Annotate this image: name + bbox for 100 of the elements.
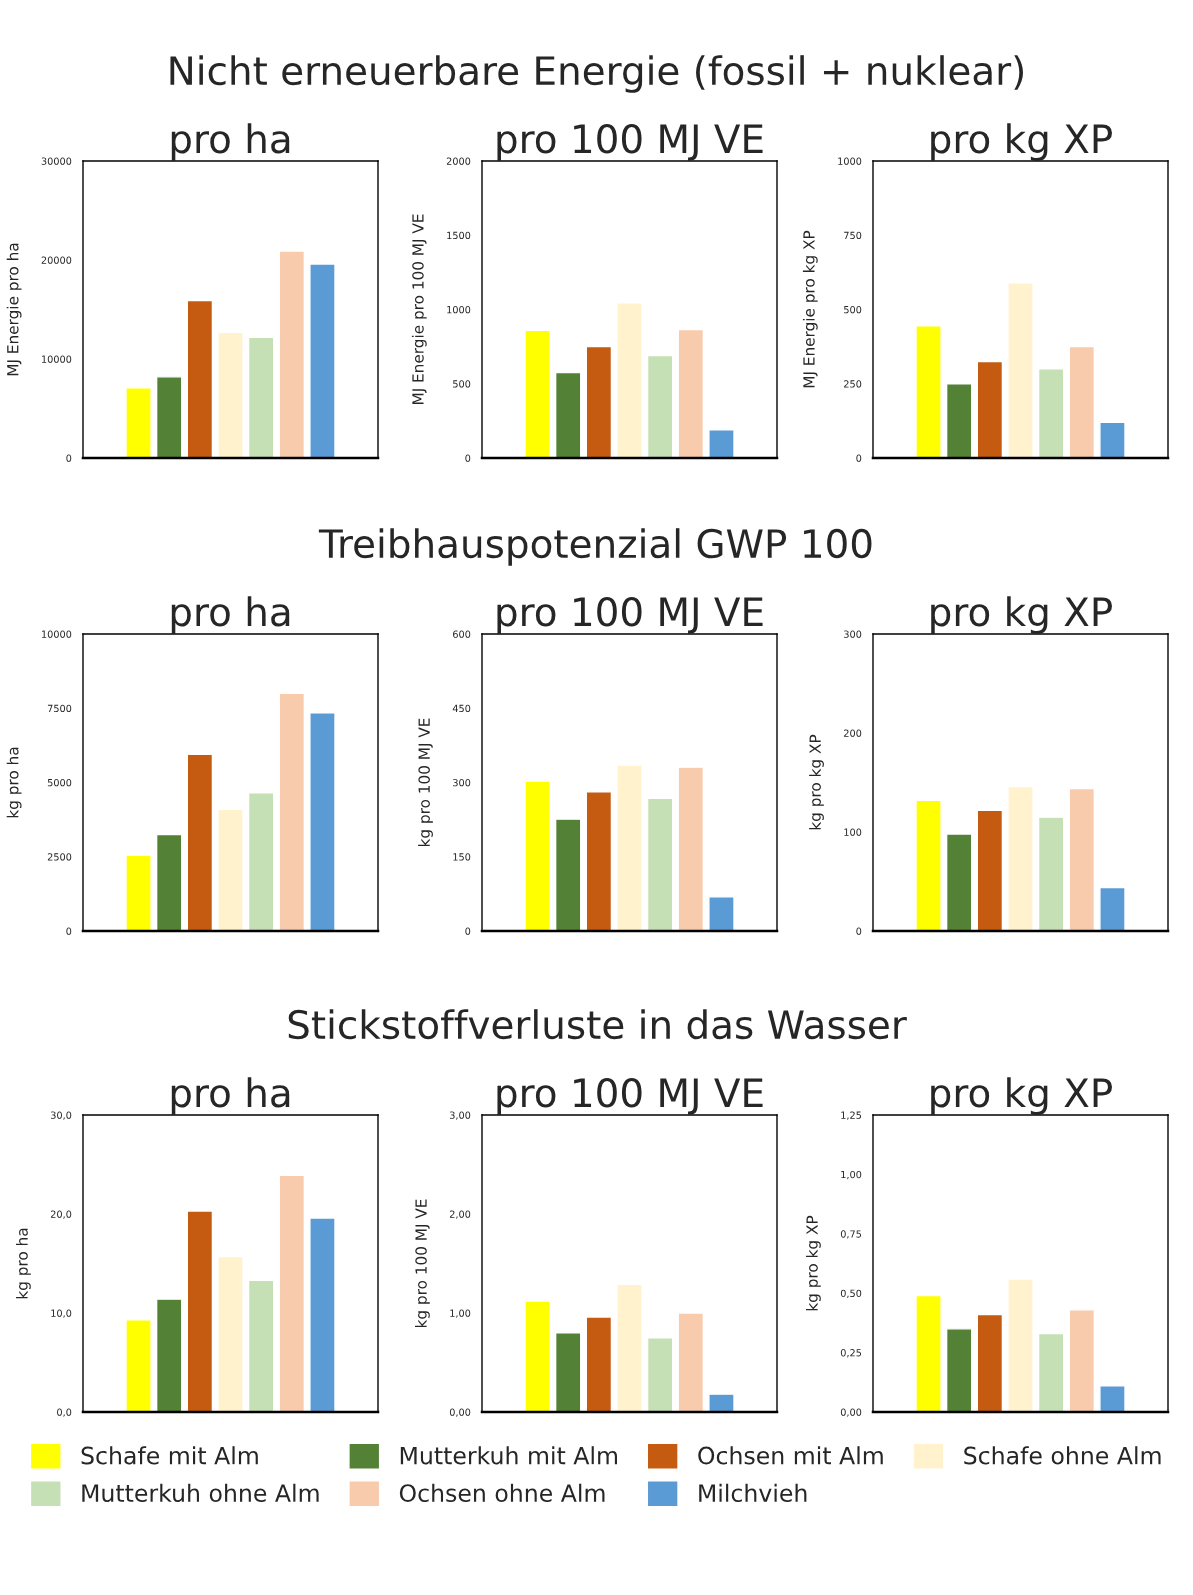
bar <box>915 799 942 931</box>
legend-label: Schafe ohne Alm <box>964 1446 1161 1465</box>
y-tick-label: 2500 <box>47 853 72 861</box>
y-tick-label: 20,0 <box>50 1210 72 1219</box>
y-tick-label: 1,25 <box>841 1111 862 1120</box>
bar <box>217 1255 244 1412</box>
bar <box>976 1313 1004 1412</box>
bar <box>1037 1332 1065 1412</box>
bar <box>554 1332 582 1412</box>
y-tick-label: 0,25 <box>840 1349 862 1358</box>
bar <box>186 299 214 458</box>
bar <box>646 354 674 458</box>
y-tick-label: 1500 <box>447 231 471 240</box>
bar <box>1099 1385 1126 1412</box>
bar <box>247 792 275 931</box>
bar <box>309 1217 336 1412</box>
bar <box>309 712 336 931</box>
y-tick-label: 0 <box>465 454 471 462</box>
bar <box>646 1337 674 1412</box>
legend-label: Ochsen ohne Alm <box>399 1483 605 1503</box>
bar <box>554 371 582 458</box>
y-tick-label: 1000 <box>838 157 862 165</box>
bar <box>309 263 336 458</box>
y-tick-label: 1,00 <box>841 1170 862 1180</box>
y-tick-label: 30000 <box>41 157 72 165</box>
bar <box>278 692 306 931</box>
y-tick-label: 200 <box>844 729 862 737</box>
y-tick-label: 0 <box>66 927 72 935</box>
y-tick-label: 0,00 <box>840 1408 862 1417</box>
y-tick-label: 2,00 <box>449 1210 471 1219</box>
y-tick-label: 10000 <box>42 630 72 638</box>
y-tick-label: 10000 <box>42 355 72 363</box>
bar <box>247 1279 275 1412</box>
bar <box>616 302 643 458</box>
bar <box>646 797 674 931</box>
bar <box>1007 1278 1034 1412</box>
text: Treibhauspotenzial GWP 100 <box>318 528 872 566</box>
bar <box>585 791 613 931</box>
y-tick-label: 0,75 <box>840 1230 862 1239</box>
bar <box>945 383 973 458</box>
bar <box>278 250 306 458</box>
y-tick-label: 0,00 <box>449 1408 471 1417</box>
bar <box>217 331 244 458</box>
y-tick-label: 0,50 <box>840 1289 862 1299</box>
y-tick-label: 300 <box>453 778 471 787</box>
bar <box>585 1316 613 1412</box>
y-tick-label: 5000 <box>47 778 72 787</box>
bar <box>554 818 582 931</box>
bar <box>1099 421 1126 458</box>
chart-title: pro kg XP <box>931 596 1112 634</box>
y-axis-title: kg pro ha <box>16 1228 31 1299</box>
bar <box>186 1210 214 1412</box>
y-axis-title: kg pro 100 MJ VE <box>415 1199 430 1328</box>
chart-title: pro kg XP <box>931 123 1112 161</box>
y-tick-label: 100 <box>844 828 862 836</box>
y-tick-label: 300 <box>844 630 862 638</box>
y-axis-title: kg pro kg XP <box>809 734 824 830</box>
y-axis-title: MJ Energie pro 100 MJ VE <box>411 214 427 404</box>
bar <box>125 854 152 931</box>
bar <box>1037 368 1065 458</box>
bar <box>945 833 973 931</box>
bar <box>677 1312 705 1412</box>
y-tick-label: 450 <box>452 704 471 713</box>
bar <box>278 1174 306 1412</box>
chart-title: pro ha <box>171 596 290 634</box>
bar <box>585 345 613 458</box>
bar <box>217 808 244 931</box>
y-tick-label: 0 <box>465 927 471 935</box>
y-tick-label: 0 <box>856 454 862 462</box>
y-tick-label: 500 <box>844 305 862 314</box>
y-tick-label: 600 <box>453 630 471 638</box>
y-tick-label: 2000 <box>446 157 471 165</box>
bar <box>708 429 735 458</box>
y-tick-label: 150 <box>453 853 471 861</box>
bar <box>1007 282 1034 458</box>
y-tick-label: 20000 <box>41 256 72 264</box>
bar <box>524 780 551 931</box>
bar <box>125 1319 152 1412</box>
bar <box>616 1283 643 1412</box>
bar <box>524 329 551 458</box>
bar <box>155 1298 183 1412</box>
bar <box>976 360 1004 458</box>
y-tick-label: 1,00 <box>450 1309 471 1318</box>
legend-label: Milchvieh <box>699 1483 807 1503</box>
chart-title: pro ha <box>171 1077 290 1115</box>
y-axis-title: MJ Energie pro ha <box>6 243 22 376</box>
legend-label: Schafe mit Alm <box>81 1446 258 1465</box>
bar <box>1037 816 1065 931</box>
bar <box>708 1393 735 1412</box>
bar <box>708 896 735 931</box>
bar <box>155 833 183 931</box>
bar <box>1068 1309 1096 1412</box>
legend-label: Mutterkuh ohne Alm <box>82 1483 319 1503</box>
bar <box>247 336 275 458</box>
bar <box>945 1328 973 1412</box>
bar <box>1068 787 1096 931</box>
bar <box>976 809 1004 931</box>
y-tick-label: 3,00 <box>449 1111 471 1120</box>
y-tick-label: 30,0 <box>50 1111 72 1120</box>
bar <box>125 387 152 458</box>
